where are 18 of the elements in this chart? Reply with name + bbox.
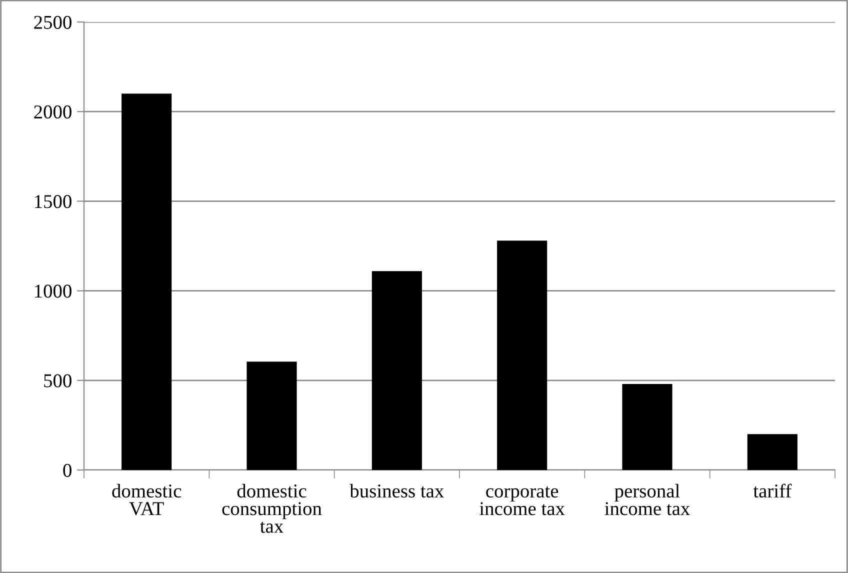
bar <box>747 434 798 470</box>
x-tick-label: corporate income tax <box>480 486 565 516</box>
y-tick-label: 2500 <box>34 16 72 29</box>
y-tick-label: 500 <box>44 374 72 388</box>
bar <box>122 94 172 470</box>
y-tick-label: 1000 <box>35 284 72 298</box>
x-tick-label: business tax <box>350 484 444 498</box>
y-tick-label: 1500 <box>35 195 72 208</box>
bar <box>372 271 422 470</box>
bar <box>246 362 297 470</box>
x-tick-label: domestic VAT <box>112 484 182 516</box>
bar <box>497 240 548 470</box>
bar <box>622 384 672 470</box>
x-tick-label: personal income tax <box>604 484 690 516</box>
x-tick-label: tariff <box>753 484 792 498</box>
y-tick-label: 0 <box>63 464 72 477</box>
y-tick-label: 2000 <box>34 105 72 119</box>
x-tick-label: domestic consumption tax <box>222 484 322 533</box>
